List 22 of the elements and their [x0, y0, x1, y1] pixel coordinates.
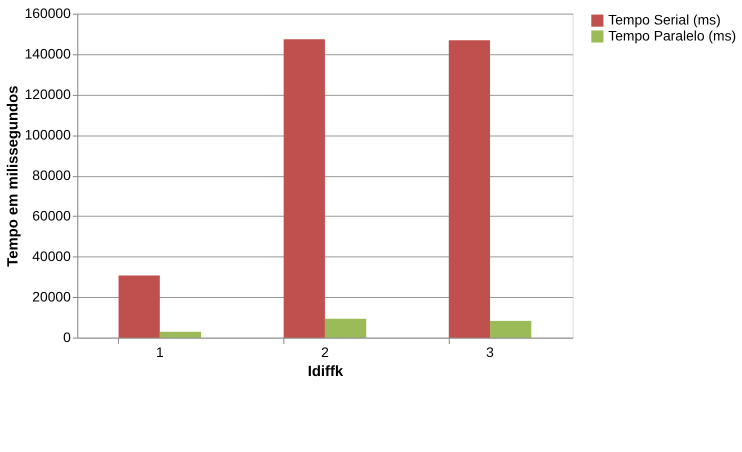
x-axis-title: Idiffk [308, 364, 344, 380]
y-tick-label: 80000 [32, 167, 72, 184]
y-tick-label: 40000 [32, 248, 72, 264]
y-axis-title: Tempo em milissegundos [6, 86, 22, 267]
bar [324, 318, 366, 338]
legend-label: Tempo Paralelo (ms) [608, 27, 736, 44]
y-tick-label: 60000 [32, 208, 72, 224]
y-tick-label: 160000 [24, 5, 72, 22]
y-tick-label: 120000 [24, 86, 72, 102]
x-tick-label: 1 [156, 344, 164, 360]
bar [448, 40, 490, 338]
bar [118, 275, 160, 338]
bar [160, 332, 202, 338]
y-tick-label: 20000 [32, 288, 72, 305]
y-tick-label: 140000 [24, 46, 72, 62]
bar [284, 39, 325, 338]
x-tick-label: 3 [486, 344, 494, 360]
x-tick-label: 2 [321, 344, 330, 360]
legend-label: Tempo Serial (ms) [608, 12, 721, 28]
y-tick-label: 100000 [24, 126, 72, 143]
bar [490, 320, 532, 338]
y-tick-label: 0 [63, 329, 72, 346]
